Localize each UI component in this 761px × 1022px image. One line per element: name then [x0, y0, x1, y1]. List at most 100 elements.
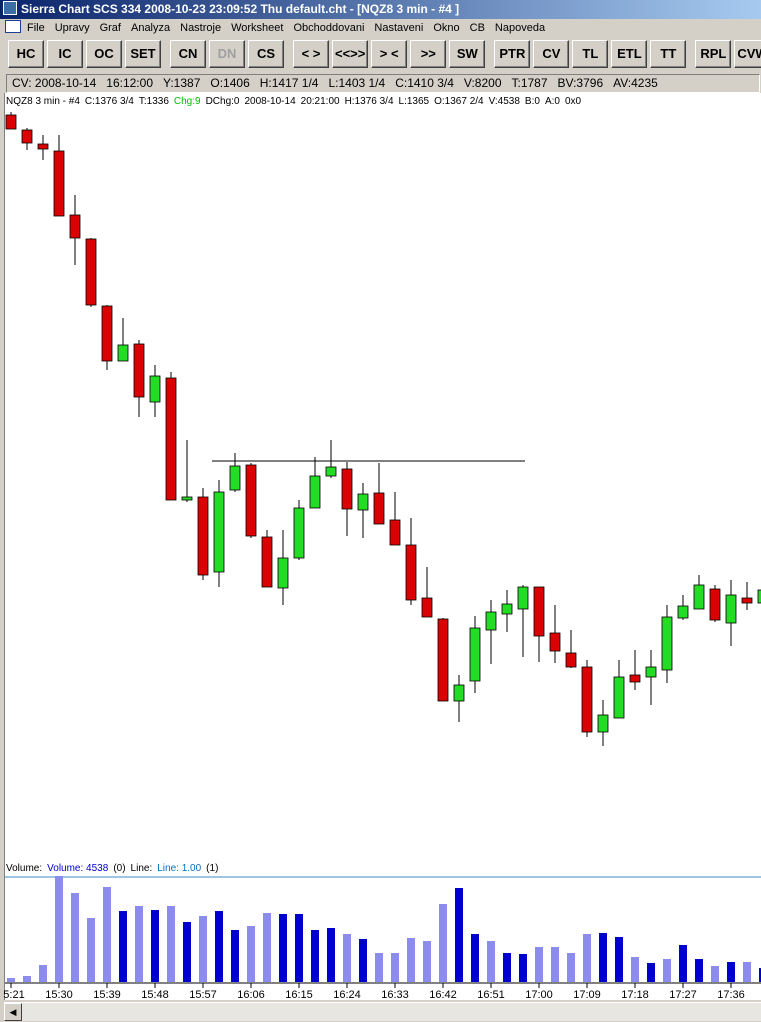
toolbar-button[interactable]: OC — [86, 40, 122, 68]
volume-bar — [327, 928, 335, 982]
info-bar: CV: 2008-10-14 16:12:00 Y:1387 O:1406 H:1417… — [6, 74, 760, 93]
menu-item[interactable]: Analyza — [130, 22, 171, 34]
menu-item[interactable]: File — [27, 22, 45, 34]
candle-body — [309, 475, 321, 509]
volume-bar — [663, 959, 671, 982]
candle-body — [357, 493, 369, 511]
volume-bar — [183, 922, 191, 982]
volume-bar — [567, 953, 575, 982]
header-item: C:1376 3/4 — [84, 96, 134, 107]
menu-item[interactable]: Nastaveni — [374, 22, 424, 34]
volume-bar — [679, 945, 687, 982]
x-tick-label: 17:36 — [717, 989, 745, 1001]
candle-body — [5, 114, 17, 130]
candle-body — [261, 536, 273, 588]
header-item: NQZ8 3 min - #4 — [6, 96, 80, 107]
x-tick-label: 15:57 — [189, 989, 217, 1001]
volume-bar — [487, 941, 495, 982]
header-item: (1) — [206, 863, 219, 874]
volume-bar — [759, 968, 761, 982]
x-tick-label: 16:06 — [237, 989, 265, 1001]
toolbar-button[interactable]: > < — [371, 40, 408, 68]
candle-body — [69, 214, 81, 239]
header-item: 20:21:00 — [300, 96, 340, 107]
toolbar-button[interactable]: SET — [125, 40, 161, 68]
chart-area — [4, 93, 761, 1000]
menu-item[interactable]: Okno — [433, 22, 460, 34]
candle-body — [709, 588, 721, 621]
candle-body — [421, 597, 433, 618]
x-tick-label: 17:27 — [669, 989, 697, 1001]
volume-bar — [103, 887, 111, 982]
info-item: AV:4235 — [613, 76, 658, 90]
toolbar-button[interactable]: CVW — [734, 40, 761, 68]
volume-bar — [503, 953, 511, 982]
candle-body — [37, 143, 49, 150]
header-item: 2008-10-14 — [244, 96, 296, 107]
header-item: B:0 — [524, 96, 540, 107]
toolbar-button[interactable]: CN — [170, 40, 206, 68]
candle-body — [645, 666, 657, 678]
menu-item[interactable]: Nastroje — [180, 22, 222, 34]
info-item: Y:1387 — [163, 76, 201, 90]
toolbar-button[interactable]: TL — [572, 40, 609, 68]
toolbar-button[interactable]: CS — [248, 40, 284, 68]
toolbar-button[interactable]: ETL — [611, 40, 648, 68]
volume-bar — [615, 937, 623, 982]
candle-body — [389, 519, 401, 546]
candle-body — [149, 375, 161, 403]
menu-item[interactable]: CB — [469, 22, 485, 34]
menu-icon[interactable] — [5, 20, 21, 33]
candle-body — [117, 344, 129, 362]
candle-body — [277, 557, 289, 589]
header-item: Line: — [130, 863, 153, 874]
toolbar-button[interactable]: <<>> — [332, 40, 369, 68]
toolbar-button[interactable]: HC — [8, 40, 44, 68]
volume-bar — [7, 978, 15, 982]
candle-body — [757, 589, 761, 604]
candle-body — [21, 129, 33, 144]
x-tick-label: 16:51 — [477, 989, 505, 1001]
menu-item[interactable]: Graf — [99, 22, 121, 34]
candle-body — [485, 611, 497, 631]
volume-bar — [391, 953, 399, 982]
candle-body — [693, 584, 705, 610]
button-group: HC IC OC SET — [8, 40, 161, 70]
scrollbar[interactable]: ◀ — [4, 1002, 761, 1021]
volume-bar — [71, 893, 79, 982]
header-item: A:0 — [544, 96, 560, 107]
button-group: PTR CV TL ETL TT — [494, 40, 687, 70]
header-item: DChg:0 — [205, 96, 240, 107]
menu-item[interactable]: Napoveda — [494, 22, 546, 34]
scroll-left[interactable]: ◀ — [4, 1003, 22, 1021]
header-item: (0) — [113, 863, 126, 874]
menu-item[interactable]: Worksheet — [231, 22, 284, 34]
toolbar-button[interactable]: PTR — [494, 40, 531, 68]
menu-item[interactable]: Obchoddovani — [293, 22, 365, 34]
candle-body — [517, 586, 529, 610]
candle-body — [597, 714, 609, 733]
header-item: 0x0 — [564, 96, 582, 107]
menu-item[interactable]: Upravy — [54, 22, 90, 34]
toolbar-button[interactable]: RPL — [695, 40, 732, 68]
candle-body — [533, 586, 545, 637]
volume-bar — [359, 939, 367, 982]
info-item: L:1403 1/4 — [328, 76, 386, 90]
toolbar-button[interactable]: CV — [533, 40, 570, 68]
toolbar-button[interactable]: TT — [650, 40, 687, 68]
volume-bar — [167, 906, 175, 982]
candle-body — [677, 605, 689, 619]
toolbar-button[interactable]: IC — [47, 40, 83, 68]
volume-bar — [455, 888, 463, 982]
toolbar-button[interactable]: < > — [293, 40, 329, 68]
candle-body — [85, 238, 97, 306]
volume-bar — [87, 918, 95, 982]
candle-body — [741, 597, 753, 604]
app-icon — [3, 1, 17, 15]
toolbar-button[interactable]: SW — [449, 40, 486, 68]
header-item: V:4538 — [488, 96, 520, 107]
candle-body — [549, 632, 561, 652]
info-item: T:1787 — [511, 76, 548, 90]
